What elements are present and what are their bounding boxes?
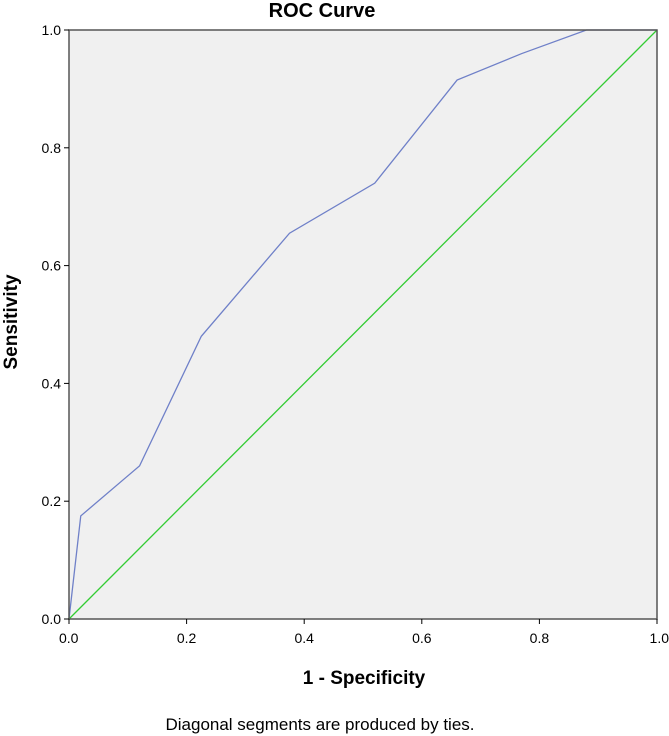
reference-diagonal-line xyxy=(68,29,658,620)
y-tick-label: 0.2 xyxy=(42,493,62,509)
x-tick-label: 0.2 xyxy=(177,630,197,646)
plot-frame xyxy=(68,29,658,620)
x-tick-label: 0.6 xyxy=(412,630,432,646)
y-tick-label: 0.8 xyxy=(42,140,62,156)
footnote: Diagonal segments are produced by ties. xyxy=(165,715,474,734)
x-tick-label: 0.8 xyxy=(530,630,550,646)
roc-curve-line xyxy=(68,29,657,620)
y-axis-label: Sensitivity xyxy=(1,274,22,369)
x-tick-label: 1.0 xyxy=(650,630,669,646)
x-tick-label: 0.4 xyxy=(294,630,314,646)
y-tick-label: 0.0 xyxy=(42,611,62,627)
y-tick-label: 1.0 xyxy=(42,22,62,38)
chart-title: ROC Curve xyxy=(269,0,376,22)
x-tick-label: 0.0 xyxy=(59,630,79,646)
x-axis-label: 1 - Specificity xyxy=(303,668,426,689)
y-tick-label: 0.4 xyxy=(42,375,62,391)
y-tick-label: 0.6 xyxy=(42,258,62,274)
